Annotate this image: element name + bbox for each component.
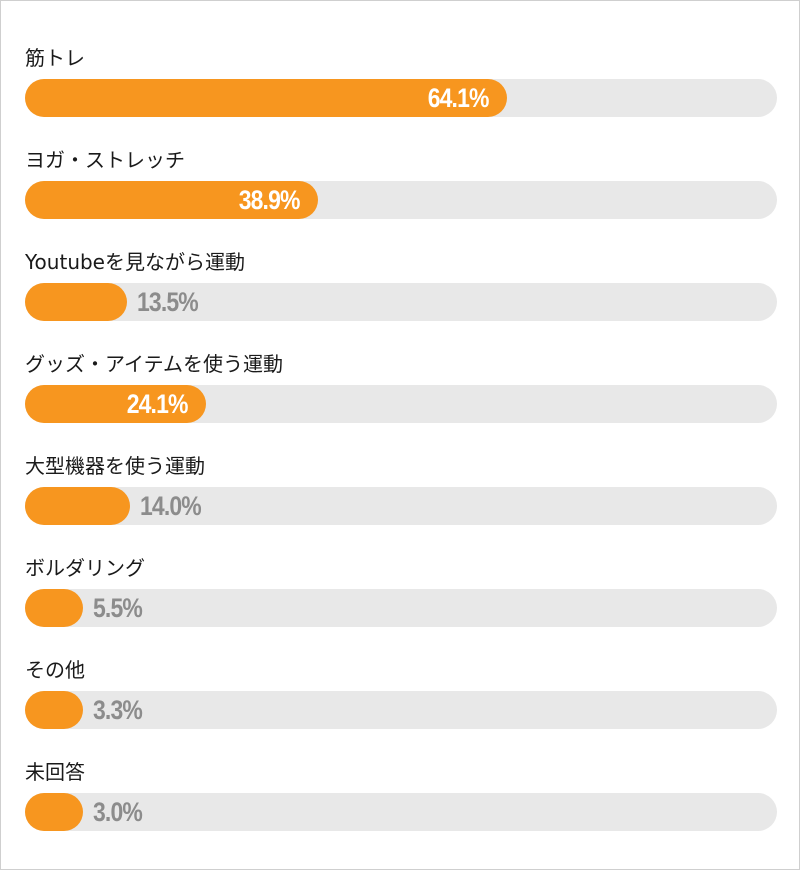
value-label: 24.1% xyxy=(127,389,189,419)
value-label: 5.5% xyxy=(93,593,143,623)
value-label: 3.3% xyxy=(93,695,143,725)
value-label: 64.1% xyxy=(428,83,490,113)
bar xyxy=(25,487,130,525)
bar-row: Youtubeを見ながら運動 13.5% xyxy=(25,249,777,351)
category-label: その他 xyxy=(25,658,85,682)
category-label: 筋トレ xyxy=(25,46,85,70)
category-label: ヨガ・ストレッチ xyxy=(25,148,185,172)
bar xyxy=(25,181,318,219)
value-label: 38.9% xyxy=(239,185,301,215)
bar-row: ボルダリング 5.5% xyxy=(25,555,777,657)
bar-track: 24.1% xyxy=(25,385,777,423)
bar-track: 3.0% xyxy=(25,793,777,831)
bar-row: 筋トレ 64.1% xyxy=(25,45,777,147)
value-label: 13.5% xyxy=(137,287,199,317)
bar-row: 大型機器を使う運動 14.0% xyxy=(25,453,777,555)
bar-row: ヨガ・ストレッチ 38.9% xyxy=(25,147,777,249)
bar xyxy=(25,283,127,321)
bar-list: 筋トレ 64.1% ヨガ・ストレッチ 38.9% Youtubeを見ながら運動 … xyxy=(25,45,777,861)
value-label: 3.0% xyxy=(93,797,143,827)
bar-track: 64.1% xyxy=(25,79,777,117)
category-label: Youtubeを見ながら運動 xyxy=(25,250,245,274)
bar xyxy=(25,385,206,423)
bar xyxy=(25,79,507,117)
category-label: グッズ・アイテムを使う運動 xyxy=(25,352,283,376)
bar xyxy=(25,691,83,729)
bar-track: 14.0% xyxy=(25,487,777,525)
bar xyxy=(25,589,83,627)
bar-row: グッズ・アイテムを使う運動 24.1% xyxy=(25,351,777,453)
category-label: 未回答 xyxy=(25,760,85,784)
bar-track: 5.5% xyxy=(25,589,777,627)
bar-track: 3.3% xyxy=(25,691,777,729)
category-label: 大型機器を使う運動 xyxy=(25,454,205,478)
bar-row: 未回答 3.0% xyxy=(25,759,777,861)
category-label: ボルダリング xyxy=(25,556,145,580)
bar xyxy=(25,793,83,831)
value-label: 14.0% xyxy=(140,491,202,521)
bar-track: 13.5% xyxy=(25,283,777,321)
bar-row: その他 3.3% xyxy=(25,657,777,759)
bar-track: 38.9% xyxy=(25,181,777,219)
